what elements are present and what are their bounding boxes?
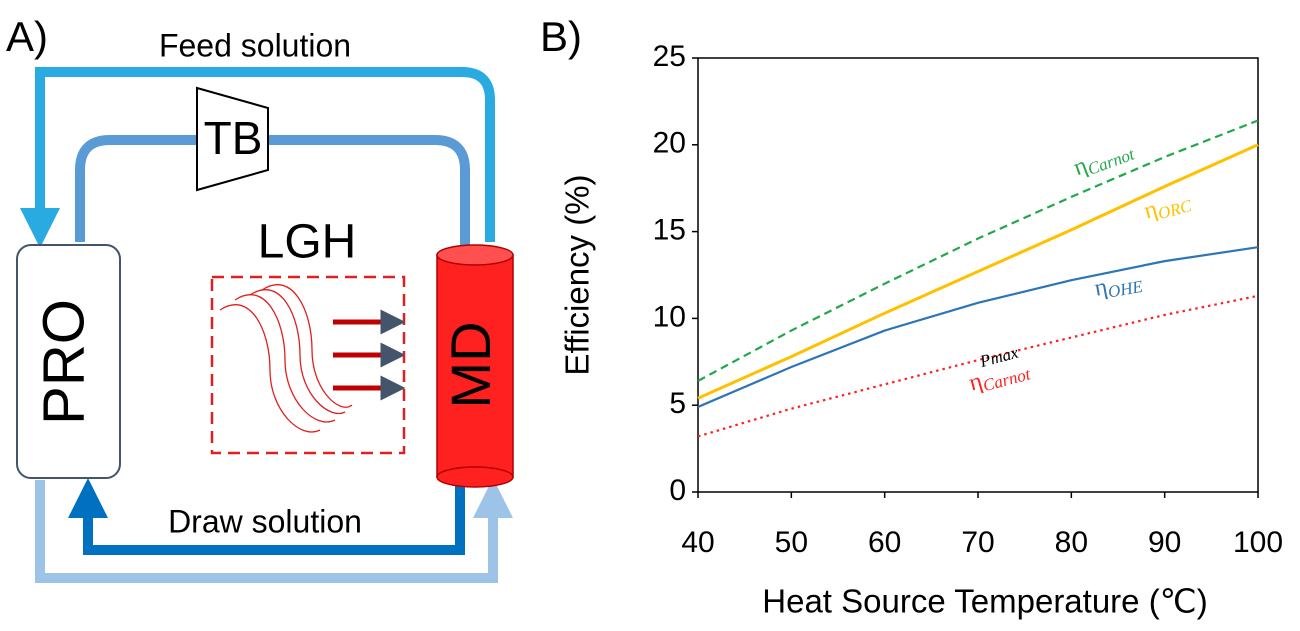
md-bottom [436,466,514,488]
heat-box [210,275,406,455]
series-label-subscript: OHE [1106,277,1144,302]
y-tick-label: 25 [653,40,686,73]
heat-arrows [333,309,406,401]
turbine [196,86,269,192]
x-tick-label: 50 [775,526,808,559]
y-tick-label: 20 [653,127,686,160]
feed-pipe [20,67,495,248]
y-tick-label: 0 [669,474,686,507]
series-line [697,119,1259,382]
series-label-subscript: ORC [1156,196,1194,223]
feed-label: Feed solution [159,27,351,63]
draw-pipe [68,478,465,555]
x-tick-label: 70 [961,526,994,559]
md-body [436,254,514,478]
series-label-name: η [1092,274,1109,302]
series-line [697,246,1259,408]
md-top [436,244,514,266]
series-line [697,143,1259,400]
panel-label: B) [540,13,582,60]
series-line [697,294,1259,438]
y-tick-label: 5 [669,387,686,420]
y-tick-label: 10 [653,300,686,333]
heat-waves [219,284,353,433]
plot-frame [697,57,1259,493]
pro-box [16,244,121,479]
x-tick-label: 60 [868,526,901,559]
x-tick-label: 90 [1148,526,1181,559]
panel-label: A) [6,13,48,60]
pro-label: PRO [31,299,96,425]
return-pipe [35,478,513,583]
x-tick-label: 80 [1055,526,1088,559]
x-axis-title: Heat Source Temperature (℃) [762,583,1207,620]
panel-b: B) Heat Source Temperature (℃) Efficienc… [540,13,1283,620]
series-label: ηCarnot [1070,135,1138,183]
draw-label: Draw solution [168,503,362,539]
x-tick-label: 40 [681,526,714,559]
inner-pipe [75,135,470,245]
y-tick-label: 15 [653,214,686,247]
heat-label: LGH [258,216,357,269]
series-label-subscript: Carnot [1085,144,1138,179]
x-tick-label: 100 [1233,526,1283,559]
turbine-label: TB [204,112,263,164]
series-label: ηOHE [1092,267,1144,303]
md-label: MD [439,321,502,408]
panel-a: A) Feed solution TB Draw solution PRO LG… [6,13,514,583]
y-axis-title: Efficiency (%) [559,174,596,375]
